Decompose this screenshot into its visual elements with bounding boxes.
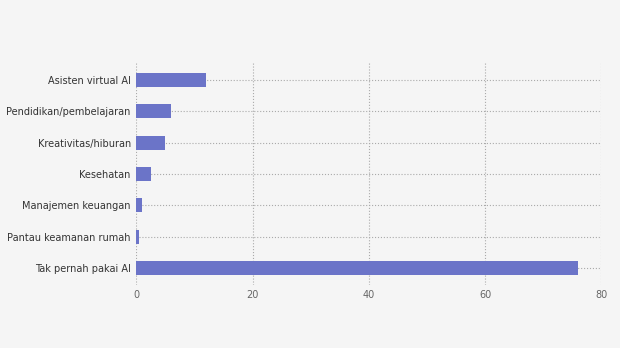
Bar xyxy=(136,104,171,118)
Bar xyxy=(136,73,206,87)
Bar xyxy=(136,230,140,244)
Bar xyxy=(136,198,142,213)
Bar xyxy=(136,167,151,181)
Bar xyxy=(136,135,166,150)
Bar xyxy=(136,261,578,275)
